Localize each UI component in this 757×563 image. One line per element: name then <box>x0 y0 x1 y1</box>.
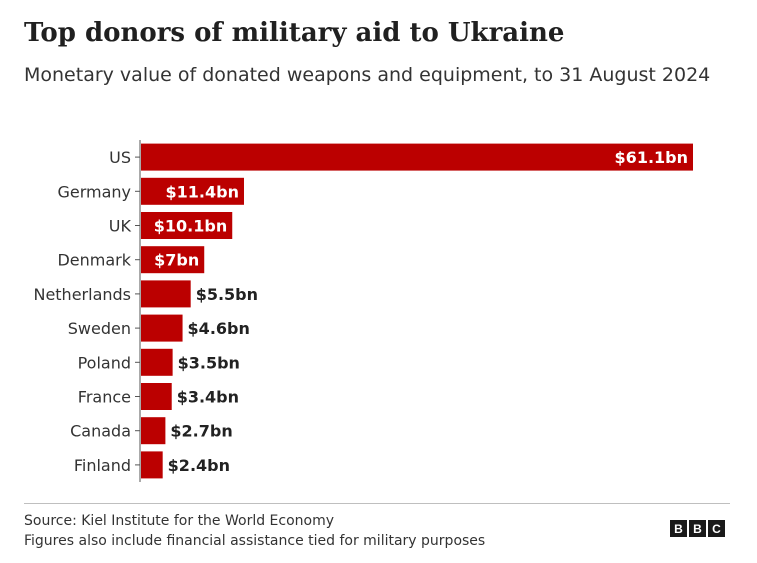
bar <box>141 177 244 205</box>
category-label: Denmark <box>57 251 131 270</box>
bar <box>141 280 191 308</box>
bbc-logo: B B C <box>670 520 725 537</box>
chart-title: Top donors of military aid to Ukraine <box>24 18 565 48</box>
value-label: $3.4bn <box>177 388 239 407</box>
logo-letter-b1: B <box>670 520 687 537</box>
bar <box>141 212 233 239</box>
value-label: $7bn <box>154 251 199 270</box>
category-label: Poland <box>78 353 131 372</box>
category-label: UK <box>109 217 132 236</box>
value-label: $5.5bn <box>196 285 258 304</box>
value-label: $2.4bn <box>168 456 230 475</box>
source-note: Source: Kiel Institute for the World Eco… <box>24 513 335 529</box>
bar <box>141 246 205 274</box>
value-label: $3.5bn <box>178 353 240 372</box>
footnote: Figures also include financial assistanc… <box>24 533 486 549</box>
logo-letter-b2: B <box>689 520 706 537</box>
bar <box>141 348 173 376</box>
value-label: $2.7bn <box>170 422 232 441</box>
value-label: $4.6bn <box>188 319 250 338</box>
bar <box>141 314 183 342</box>
bar <box>141 417 166 445</box>
category-label: US <box>109 148 131 167</box>
footer-divider <box>24 503 730 504</box>
chart-subtitle: Monetary value of donated weapons and eq… <box>24 64 711 86</box>
category-label: Canada <box>70 422 131 441</box>
bar <box>141 143 693 171</box>
category-label: Finland <box>74 456 131 475</box>
bar <box>141 451 163 479</box>
category-label: France <box>78 388 131 407</box>
category-label: Germany <box>57 182 131 201</box>
value-label: $11.4bn <box>166 182 239 201</box>
logo-letter-c: C <box>708 520 725 537</box>
value-label: $61.1bn <box>615 148 688 167</box>
value-label: $10.1bn <box>154 217 227 236</box>
bar <box>141 383 172 410</box>
bar-chart: US $61.1bn Germany $11.4bn UK $10.1bn Denmark $… <box>33 140 693 482</box>
category-label: Netherlands <box>33 285 131 304</box>
category-label: Sweden <box>68 319 131 338</box>
